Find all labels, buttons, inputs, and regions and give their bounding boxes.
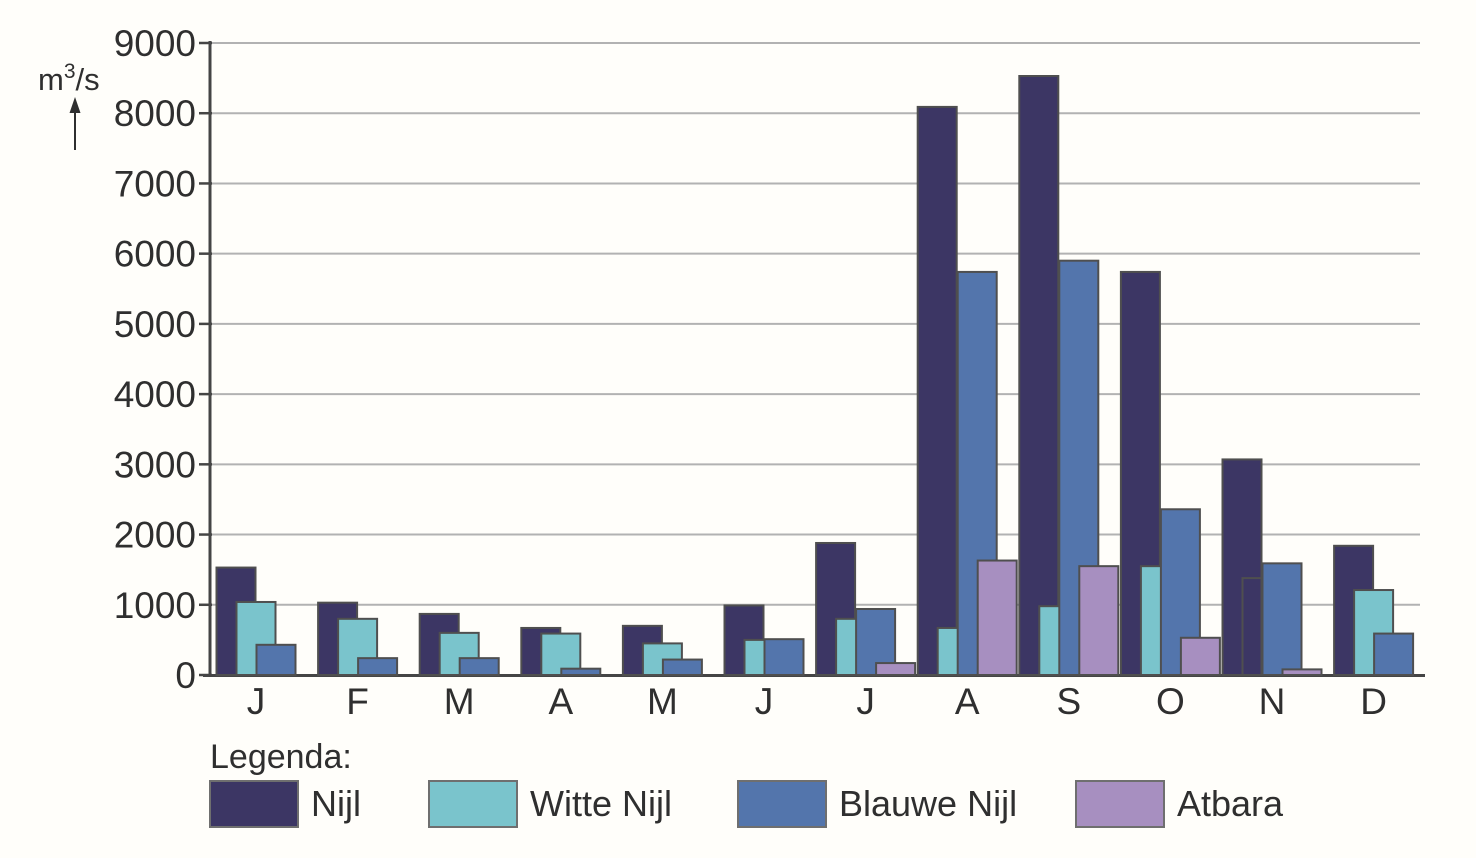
bar-atbara-11 [1281, 668, 1323, 676]
x-tick-label: D [1360, 681, 1387, 722]
y-tick-label: 7000 [114, 163, 196, 204]
bar-atbara-7 [875, 662, 917, 676]
y-axis-unit-label: m3/s [38, 60, 100, 97]
legend-item-blauwe-nijl: Blauwe Nijl [737, 780, 1017, 828]
bar-nijl-8 [916, 105, 958, 676]
legend-item-nijl: Nijl [209, 780, 361, 828]
x-tick-label: M [444, 681, 475, 722]
y-tick-label: 6000 [114, 234, 196, 275]
x-tick-label: F [346, 681, 369, 722]
y-tick-label: 2000 [114, 515, 196, 556]
legend-item-witte-nijl: Witte Nijl [428, 780, 672, 828]
x-tick-label: O [1156, 681, 1185, 722]
bar-blauwe-nijl-5 [661, 658, 703, 676]
y-tick-label: 1000 [114, 585, 196, 626]
bar-blauwe-nijl-12 [1373, 632, 1415, 677]
y-tick-label: 8000 [114, 93, 196, 134]
y-tick-label: 5000 [114, 304, 196, 345]
x-tick-label: J [755, 681, 774, 722]
bar-blauwe-nijl-6 [763, 638, 805, 676]
legend-swatch-witte-nijl [428, 780, 518, 828]
legend-label-atbara: Atbara [1177, 783, 1284, 824]
legend-swatch-atbara [1075, 780, 1165, 828]
bar-blauwe-nijl-4 [560, 667, 602, 676]
bar-blauwe-nijl-11 [1261, 562, 1303, 677]
x-tick-label: J [856, 681, 875, 722]
bar-blauwe-nijl-1 [255, 643, 297, 676]
x-tick-label: J [247, 681, 266, 722]
x-tick-label: M [647, 681, 678, 722]
legend-label-nijl: Nijl [311, 783, 361, 824]
y-tick-label: 0 [175, 655, 196, 696]
up-arrow-head-icon [69, 97, 81, 113]
legend-swatch-nijl [209, 780, 299, 828]
x-tick-label: A [955, 681, 980, 722]
y-tick-label: 9000 [114, 23, 196, 64]
legend-swatch-blauwe-nijl [737, 780, 827, 828]
y-tick-label: 4000 [114, 374, 196, 415]
legend-item-atbara: Atbara [1075, 780, 1284, 828]
legend-title: Legenda: [210, 738, 352, 776]
x-tick-label: N [1259, 681, 1286, 722]
legend-label-blauwe-nijl: Blauwe Nijl [839, 783, 1017, 824]
legend-label-witte-nijl: Witte Nijl [530, 783, 672, 824]
x-tick-label: A [548, 681, 573, 722]
bar-atbara-10 [1179, 636, 1221, 677]
y-tick-label: 3000 [114, 444, 196, 485]
bar-atbara-9 [1078, 565, 1120, 677]
bar-nijl-9 [1018, 75, 1060, 676]
x-tick-label: S [1056, 681, 1081, 722]
bar-blauwe-nijl-2 [357, 657, 399, 676]
bar-atbara-8 [976, 559, 1018, 676]
bar-blauwe-nijl-3 [458, 657, 500, 676]
